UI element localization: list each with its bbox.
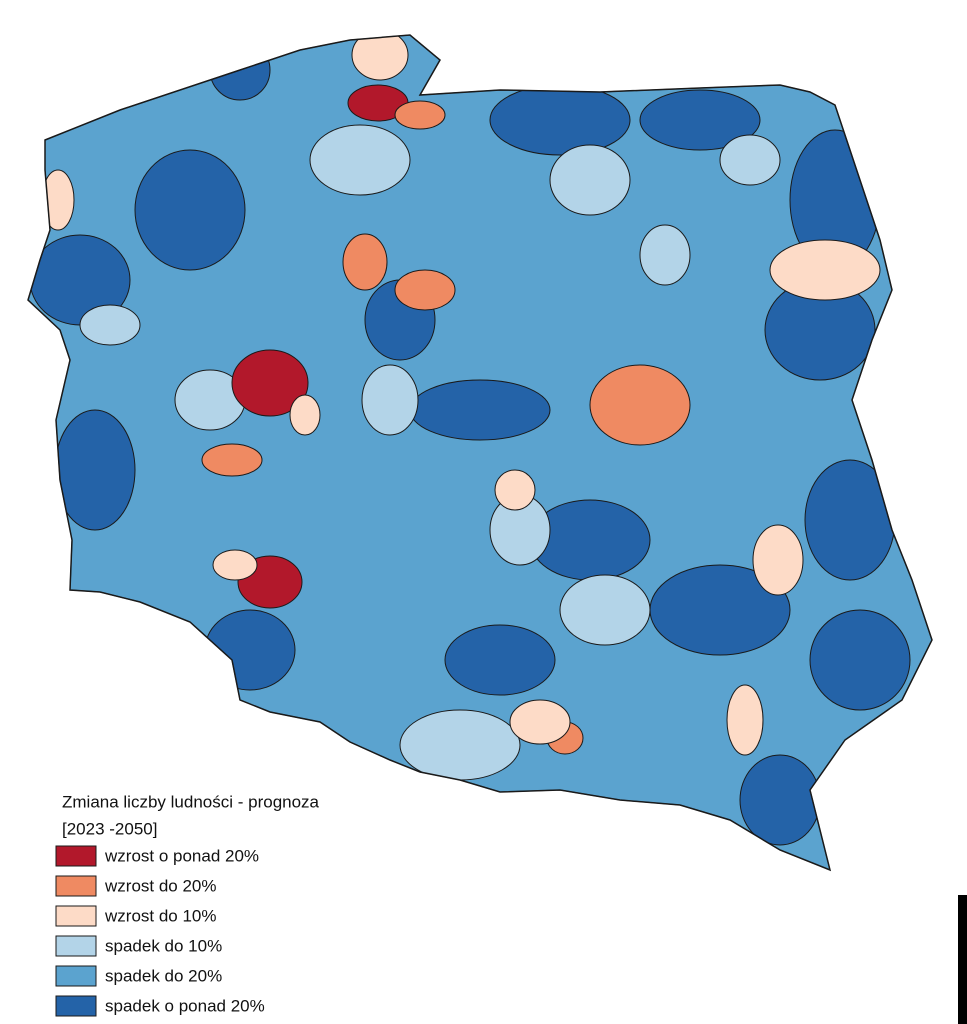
region [134, 149, 246, 271]
region [494, 469, 536, 511]
regions [29, 35, 911, 846]
region [589, 364, 691, 446]
legend-label: spadek do 10% [105, 936, 222, 955]
legend-swatch [55, 965, 97, 987]
legend-swatch [55, 845, 97, 867]
region [231, 349, 309, 417]
region [549, 144, 631, 216]
region [509, 699, 571, 745]
legend-label: wzrost do 10% [104, 906, 217, 925]
region [79, 304, 141, 346]
region [639, 89, 761, 151]
region [739, 754, 821, 846]
legend-swatch [55, 935, 97, 957]
region [361, 364, 419, 436]
region [399, 709, 521, 781]
region [489, 84, 631, 156]
region [212, 549, 258, 581]
region [201, 443, 263, 477]
region [351, 35, 409, 81]
legend-swatch [55, 875, 97, 897]
region [394, 100, 446, 130]
region [769, 239, 881, 301]
region [444, 624, 556, 696]
legend-label: wzrost do 20% [104, 876, 217, 895]
region [394, 269, 456, 311]
region [809, 609, 911, 711]
region [559, 574, 651, 646]
region [726, 684, 764, 756]
legend-swatch [55, 905, 97, 927]
legend-swatch [55, 995, 97, 1017]
region [639, 224, 691, 286]
legend-label: spadek do 20% [105, 966, 222, 985]
legend-title: Zmiana liczby ludności - prognoza [62, 792, 320, 811]
legend-subtitle: [2023 -2050] [62, 819, 157, 838]
edge-bar [958, 895, 967, 1024]
legend: Zmiana liczby ludności - prognoza [2023 … [55, 792, 320, 1017]
region [342, 233, 388, 291]
region [289, 394, 321, 436]
legend-label: spadek o ponad 20% [105, 996, 265, 1015]
region [752, 524, 804, 596]
legend-label: wzrost o ponad 20% [104, 846, 259, 865]
region [309, 124, 411, 196]
country [27, 34, 933, 871]
region [204, 609, 296, 691]
region [804, 459, 896, 581]
region [719, 134, 781, 186]
region [409, 379, 551, 441]
